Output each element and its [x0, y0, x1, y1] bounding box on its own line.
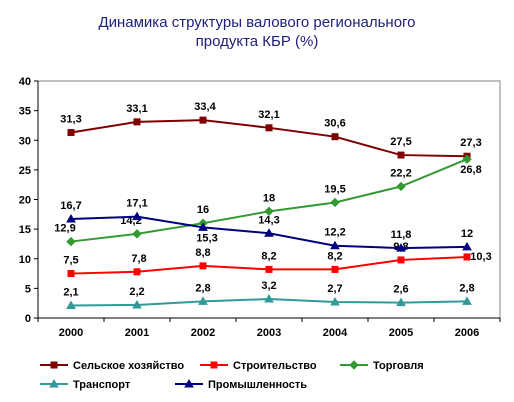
series-2-point-5: [396, 181, 406, 192]
series-1-point-0: [67, 270, 75, 278]
series-4-label-6: 12: [461, 228, 473, 240]
series-0-label-2: 33,4: [194, 101, 216, 113]
series-1-label-0: 7,5: [63, 255, 78, 267]
series-3-point-6: [462, 296, 472, 305]
series-3-point-0: [66, 300, 76, 310]
x-tick-label-4: 2004: [323, 327, 348, 339]
series-1-point-3: [265, 265, 273, 273]
series-3-point-3: [264, 294, 274, 303]
series-4-label-0: 16,7: [60, 200, 81, 212]
series-0-point-2: [199, 116, 207, 124]
series-2-point-6: [462, 154, 472, 164]
series-4-point-5: [396, 243, 406, 252]
series-2-label-6: 26,8: [460, 164, 481, 176]
series-3-point-4: [330, 296, 340, 306]
series-4-point-3: [264, 228, 274, 237]
legend-label-3: Транспорт: [73, 379, 131, 391]
series-1-label-1: 7,8: [131, 253, 146, 265]
x-tick-label-6: 2006: [455, 327, 479, 339]
series-0-label-6: 27,3: [460, 137, 481, 149]
series-3-label-6: 2,8: [459, 282, 474, 294]
series-0-label-5: 27,5: [390, 136, 411, 148]
y-tick-label-5: 25: [19, 165, 31, 177]
series-1-point-4: [331, 265, 339, 273]
series-0-label-4: 30,6: [324, 118, 345, 130]
series-4-point-1: [132, 211, 142, 221]
series-4-label-2: 15,3: [196, 232, 217, 244]
series-3-label-0: 2,1: [63, 287, 78, 299]
series-2-point-1: [132, 229, 142, 239]
series-1-point-2: [199, 262, 207, 270]
chart-title-line-1: Динамика структуры валового региональног…: [98, 14, 415, 31]
series-4-label-5: 11,8: [391, 229, 412, 241]
series-0-label-1: 33,1: [126, 103, 147, 115]
series-2-label-3: 18: [263, 192, 275, 204]
y-tick-label-2: 10: [19, 254, 31, 266]
series-0-label-3: 32,1: [258, 109, 279, 121]
chart-title-line-2: продукта КБР (%): [196, 33, 319, 50]
series-3-label-2: 2,8: [195, 282, 210, 294]
y-tick-label-6: 30: [19, 135, 31, 147]
series-1-label-4: 8,2: [327, 250, 342, 262]
series-1-label-2: 8,8: [195, 247, 210, 259]
plot-area: 0 5 10 15 20 25 30 35 40 2000 2001 2002 2003 2004 2005…: [19, 76, 501, 339]
series-3-label-1: 2,2: [129, 286, 144, 298]
x-tick-label-5: 2005: [389, 327, 413, 339]
series-3-label-5: 2,6: [393, 284, 408, 296]
x-tick-label-1: 2001: [125, 327, 149, 339]
y-tick-label-4: 20: [19, 195, 31, 207]
series-0-point-0: [67, 129, 75, 137]
series-3-point-5: [396, 297, 406, 307]
legend-swatch-marker-3: [49, 378, 59, 388]
series-2-point-0: [66, 236, 76, 247]
series-0-point-1: [133, 118, 141, 126]
legend-label-2: Торговля: [373, 360, 424, 372]
y-tick-label-7: 35: [19, 106, 31, 118]
series-2-label-4: 19,5: [324, 183, 345, 195]
y-tick-label-8: 40: [19, 76, 31, 88]
series-3-label-3: 3,2: [261, 280, 276, 292]
legend: Сельское хозяйство Строительство Торговля Т…: [40, 360, 424, 391]
series-4-point-0: [66, 214, 76, 223]
legend-swatch-marker-1: [210, 361, 218, 369]
legend-swatch-marker-0: [50, 361, 58, 369]
series-4-label-4: 12,2: [324, 227, 345, 239]
series-4-point-2: [198, 222, 208, 231]
series-3-point-1: [132, 299, 142, 309]
y-tick-label-3: 15: [19, 224, 31, 236]
x-tick-label-0: 2000: [59, 327, 83, 339]
series-3-point-2: [198, 296, 208, 305]
plot-frame: [37, 80, 501, 319]
series-4-label-1: 17,1: [126, 198, 147, 210]
y-tick-label-0: 0: [25, 313, 31, 325]
series-1-label-6: 10,3: [470, 251, 491, 263]
series-4-point-6: [462, 241, 472, 251]
series-1-label-3: 8,2: [261, 250, 276, 262]
legend-label-1: Строительство: [233, 360, 317, 372]
series-2-label-2: 16: [197, 204, 209, 216]
series-0-label-0: 31,3: [60, 114, 81, 126]
x-tick-label-3: 2003: [257, 327, 281, 339]
legend-swatch-marker-4: [184, 378, 194, 388]
series-4-label-3: 14,3: [258, 214, 279, 226]
series-1-point-1: [133, 268, 141, 276]
series-1-point-5: [397, 256, 405, 264]
series-0-point-4: [331, 133, 339, 141]
series-4-point-4: [330, 240, 340, 250]
series-2-label-0: 12,9: [54, 223, 75, 235]
series-1-point-6: [463, 253, 471, 261]
x-tick-label-2: 2002: [191, 327, 215, 339]
y-tick-label-1: 5: [25, 283, 31, 295]
legend-label-4: Промышленность: [208, 379, 307, 391]
series-0-point-5: [397, 151, 405, 159]
series-2-label-5: 22,2: [390, 167, 411, 179]
series-2-point-3: [264, 206, 274, 217]
series-0-point-3: [265, 124, 273, 132]
series-3-label-4: 2,7: [327, 283, 342, 295]
legend-swatch-marker-2: [349, 360, 359, 370]
series-2-point-4: [330, 197, 340, 208]
legend-label-0: Сельское хозяйство: [73, 360, 184, 372]
